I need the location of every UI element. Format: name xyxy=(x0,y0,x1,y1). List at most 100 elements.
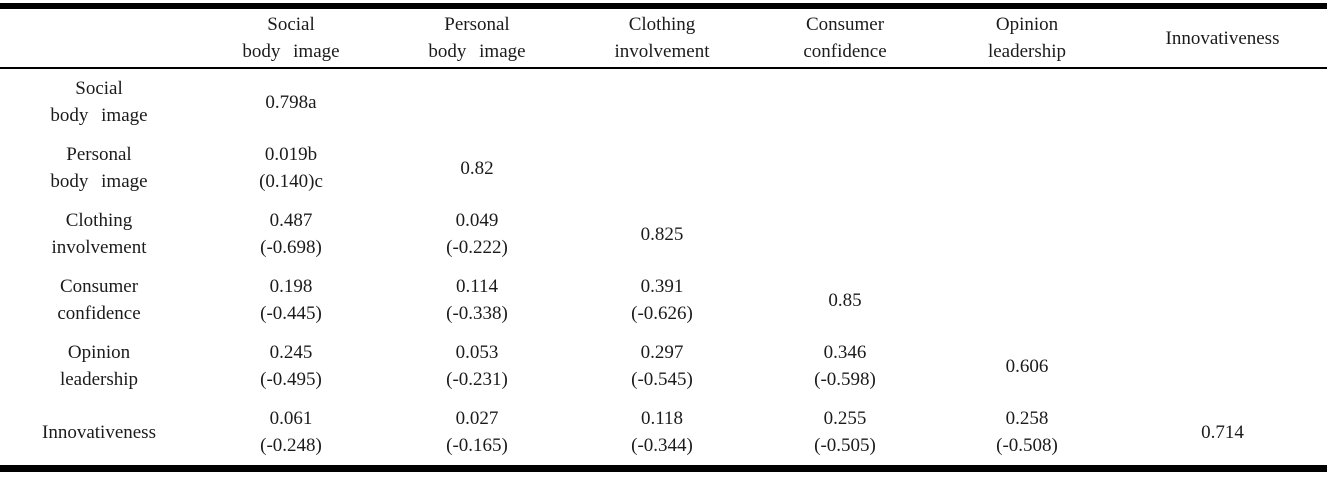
cell-text-line: 0.114 xyxy=(455,276,499,297)
row-header: Personal body image xyxy=(0,135,198,201)
cell-text-line: 0.049 xyxy=(455,210,499,231)
cell-text-line: Clothing xyxy=(628,14,696,35)
cell-text-line: body image xyxy=(428,41,526,62)
cell-text-line: Opinion xyxy=(995,14,1059,35)
table-header: Social body image Personal body image Clothi… xyxy=(0,6,1327,69)
header-row: Social body image Personal body image Clothi… xyxy=(0,6,1327,69)
empty-cell xyxy=(754,135,936,201)
cell-text-line: 0.019b xyxy=(264,144,318,165)
cell-text-line: (-0.508) xyxy=(996,435,1058,456)
correlation-cell: 0.061 (-0.248) xyxy=(198,399,384,469)
cell-text-line: 0.255 xyxy=(823,408,867,429)
column-header: Opinion leadership xyxy=(936,6,1118,69)
cell-text-line: 0.297 xyxy=(640,342,684,363)
cell-text-line: 0.391 xyxy=(640,276,684,297)
cell-text-line: 0.82 xyxy=(460,157,494,179)
cell-text-line: Opinion xyxy=(67,342,131,363)
cell-text-line: Social xyxy=(75,78,123,99)
cell-text-line: (-0.495) xyxy=(260,369,322,390)
empty-cell xyxy=(570,135,754,201)
correlation-cell: 0.198 (-0.445) xyxy=(198,267,384,333)
correlation-cell: 0.798a xyxy=(198,68,384,135)
empty-cell xyxy=(1118,201,1327,267)
cell-text-line: 0.487 xyxy=(269,210,313,231)
correlation-cell: 0.245 (-0.495) xyxy=(198,333,384,399)
correlation-cell: 0.053 (-0.231) xyxy=(384,333,570,399)
correlation-table: Social body image Personal body image Clothi… xyxy=(0,3,1327,472)
cell-text-line: 0.714 xyxy=(1201,421,1244,443)
row-header: Opinion leadership xyxy=(0,333,198,399)
cell-text-line: (-0.344) xyxy=(631,435,693,456)
table-row: Personal body image 0.019b (0.140)c 0.82 xyxy=(0,135,1327,201)
empty-cell xyxy=(1118,68,1327,135)
empty-cell xyxy=(754,68,936,135)
cell-text-line: 0.606 xyxy=(1005,355,1049,377)
correlation-cell: 0.487 (-0.698) xyxy=(198,201,384,267)
cell-text-line: 0.798a xyxy=(265,91,317,113)
cell-text-line: (-0.626) xyxy=(631,303,693,324)
correlation-cell: 0.118 (-0.344) xyxy=(570,399,754,469)
empty-cell xyxy=(936,135,1118,201)
cell-text-line: (-0.598) xyxy=(814,369,876,390)
cell-text-line: Social xyxy=(267,14,315,35)
cell-text-line: 0.118 xyxy=(640,408,684,429)
table-body: Social body image 0.798a Personal body image… xyxy=(0,68,1327,469)
cell-text-line: 0.245 xyxy=(269,342,313,363)
table-row: Social body image 0.798a xyxy=(0,68,1327,135)
cell-text-line: 0.061 xyxy=(269,408,313,429)
empty-cell xyxy=(936,68,1118,135)
empty-cell xyxy=(384,68,570,135)
column-header: Personal body image xyxy=(384,6,570,69)
correlation-cell: 0.85 xyxy=(754,267,936,333)
corner-cell xyxy=(0,6,198,69)
column-header: Clothing involvement xyxy=(570,6,754,69)
column-header: Consumer confidence xyxy=(754,6,936,69)
cell-text-line: involvement xyxy=(51,237,147,258)
row-header: Social body image xyxy=(0,68,198,135)
cell-text-line: confidence xyxy=(57,303,141,324)
cell-text-line: (-0.231) xyxy=(446,369,508,390)
empty-cell xyxy=(570,68,754,135)
correlation-cell: 0.346 (-0.598) xyxy=(754,333,936,399)
cell-text-line: (-0.698) xyxy=(260,237,322,258)
cell-text-line: 0.258 xyxy=(1005,408,1049,429)
correlation-cell: 0.019b (0.140)c xyxy=(198,135,384,201)
cell-text-line: body image xyxy=(50,171,148,192)
cell-text-line: 0.198 xyxy=(269,276,313,297)
cell-text-line: Clothing xyxy=(65,210,133,231)
row-header: Consumer confidence xyxy=(0,267,198,333)
cell-text-line: body image xyxy=(242,41,340,62)
empty-cell xyxy=(1118,267,1327,333)
row-header: Clothing involvement xyxy=(0,201,198,267)
column-header: Innovativeness xyxy=(1118,6,1327,69)
cell-text-line: (-0.445) xyxy=(260,303,322,324)
cell-text-line: 0.346 xyxy=(823,342,867,363)
cell-text-line: 0.053 xyxy=(455,342,499,363)
correlation-cell: 0.114 (-0.338) xyxy=(384,267,570,333)
cell-text-line: body image xyxy=(50,105,148,126)
table-row: Opinion leadership 0.245 (-0.495) 0.053 (-0.2… xyxy=(0,333,1327,399)
empty-cell xyxy=(1118,135,1327,201)
cell-text-line: leadership xyxy=(987,41,1067,62)
cell-text-line: confidence xyxy=(803,41,887,62)
cell-text-line: Personal xyxy=(444,14,510,35)
cell-text-line: (-0.505) xyxy=(814,435,876,456)
table-row: Clothing involvement 0.487 (-0.698) 0.049 (-0… xyxy=(0,201,1327,267)
correlation-cell: 0.027 (-0.165) xyxy=(384,399,570,469)
empty-cell xyxy=(754,201,936,267)
cell-text-line: Innovativeness xyxy=(1165,27,1280,49)
cell-text-line: 0.825 xyxy=(640,223,684,245)
correlation-cell: 0.258 (-0.508) xyxy=(936,399,1118,469)
cell-text-line: Consumer xyxy=(805,14,885,35)
cell-text-line: Personal xyxy=(66,144,132,165)
row-header: Innovativeness xyxy=(0,399,198,469)
cell-text-line: (-0.338) xyxy=(446,303,508,324)
correlation-cell: 0.255 (-0.505) xyxy=(754,399,936,469)
correlation-cell: 0.714 xyxy=(1118,399,1327,469)
cell-text-line: (-0.222) xyxy=(446,237,508,258)
column-header: Social body image xyxy=(198,6,384,69)
cell-text-line: Consumer xyxy=(59,276,139,297)
correlation-cell: 0.391 (-0.626) xyxy=(570,267,754,333)
correlation-cell: 0.049 (-0.222) xyxy=(384,201,570,267)
empty-cell xyxy=(936,201,1118,267)
